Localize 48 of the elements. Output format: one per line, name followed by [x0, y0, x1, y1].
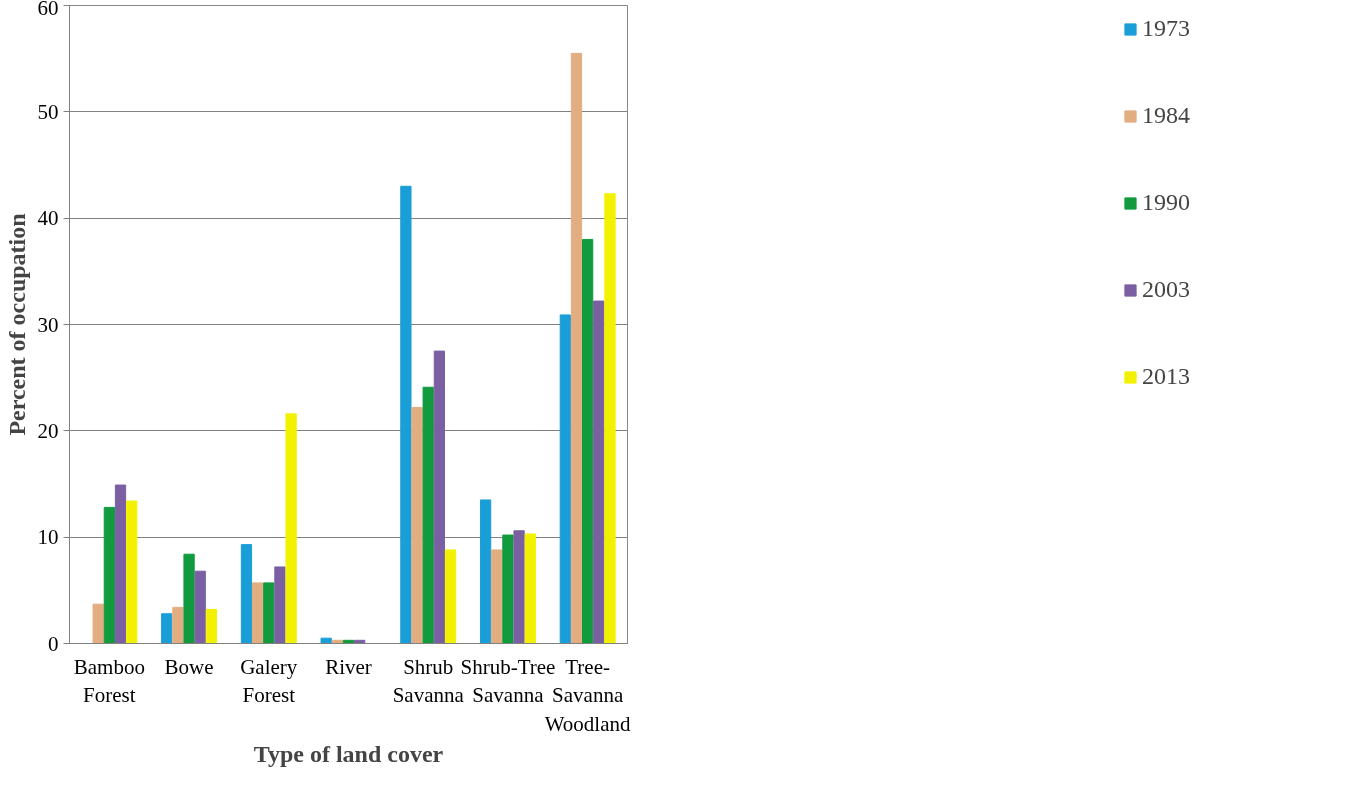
- x-tick-label: River: [325, 654, 372, 679]
- y-tick-label: 30: [37, 312, 59, 337]
- bar: [194, 570, 206, 644]
- legend-label: 2013: [1142, 363, 1190, 390]
- bar: [604, 193, 616, 644]
- bar: [479, 499, 492, 644]
- y-tick-label: 10: [37, 525, 59, 550]
- bar: [274, 566, 286, 644]
- bar: [172, 606, 184, 644]
- legend-label: 1973: [1142, 15, 1190, 42]
- x-tick-label: Galery Forest: [240, 654, 298, 708]
- bar: [320, 637, 332, 644]
- bar: [126, 500, 138, 644]
- legend-label: 1984: [1142, 102, 1190, 129]
- bar: [205, 608, 218, 644]
- bar: [103, 506, 115, 644]
- bar: [524, 533, 536, 644]
- bar: [491, 549, 503, 644]
- bar: [502, 534, 514, 644]
- legend-label: 1990: [1142, 189, 1190, 216]
- bar: [411, 406, 423, 644]
- bar: [433, 350, 446, 644]
- y-tick-label: 20: [37, 418, 59, 443]
- bar: [183, 553, 195, 644]
- y-axis-title: Percent of occupation: [3, 213, 30, 436]
- y-tick-label: 60: [37, 0, 59, 20]
- bar: [582, 238, 594, 644]
- x-tick-label: Bowe: [164, 654, 214, 679]
- bar: [400, 185, 412, 644]
- bar: [593, 300, 605, 644]
- legend-label: 2003: [1142, 276, 1190, 303]
- bar: [263, 582, 275, 644]
- y-tick-label: 50: [37, 99, 59, 124]
- bar: [92, 603, 104, 644]
- x-axis-title: Type of land cover: [253, 741, 444, 768]
- bar: [444, 549, 457, 644]
- bar: [251, 582, 264, 644]
- bar: [161, 613, 173, 644]
- y-tick-label: 0: [48, 631, 59, 656]
- bar: [285, 413, 297, 644]
- bar: [422, 386, 434, 644]
- bar: [240, 544, 253, 644]
- x-tick-label: Bamboo Forest: [73, 654, 145, 708]
- bar: [513, 530, 525, 644]
- bar: [570, 52, 583, 644]
- bar: [559, 314, 571, 644]
- bar: [114, 484, 127, 644]
- y-tick-label: 40: [37, 206, 59, 231]
